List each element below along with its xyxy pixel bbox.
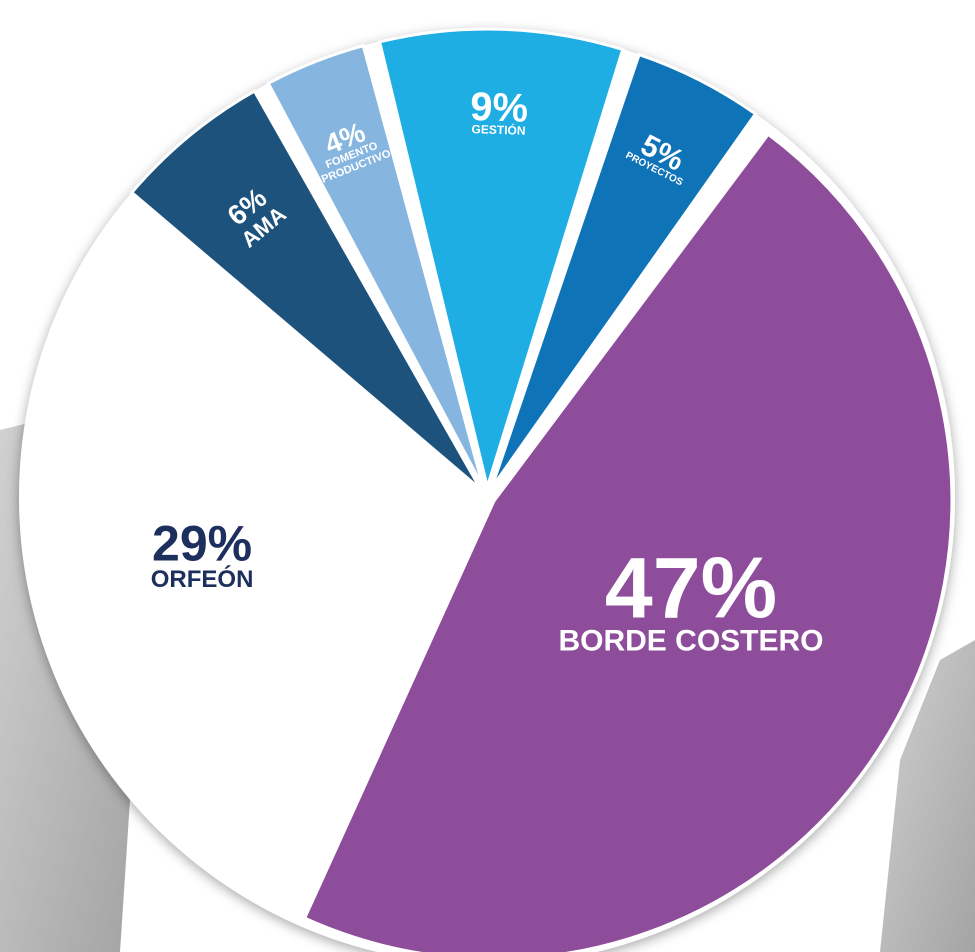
slice-name-borde-costero: BORDE COSTERO bbox=[558, 625, 823, 658]
slice-percent-orfeon: 29% bbox=[152, 516, 252, 572]
slice-percent-borde-costero: 47% bbox=[605, 541, 777, 637]
slice-label-orfeon: 29%ORFEÓN bbox=[151, 516, 254, 593]
pie-slice-proyectos bbox=[490, 52, 758, 489]
pie-slice-orfeon bbox=[19, 209, 482, 913]
slice-name-orfeon: ORFEÓN bbox=[151, 565, 254, 593]
pie-slices bbox=[19, 27, 954, 952]
pie-slice-gestion bbox=[377, 27, 625, 493]
slice-label-gestion: 9%GESTIÓN bbox=[470, 85, 529, 138]
slice-percent-gestion: 9% bbox=[470, 85, 529, 131]
background-rock-right bbox=[880, 640, 975, 952]
slice-name-gestion: GESTIÓN bbox=[471, 121, 525, 138]
pie-slice-ama bbox=[129, 89, 482, 491]
slice-label-borde-costero: 47%BORDE COSTERO bbox=[558, 541, 823, 658]
pie-slice-borde-costero bbox=[302, 132, 954, 952]
pie-labels: 47%BORDE COSTERO29%ORFEÓN6%AMA4%FOMENTOP… bbox=[151, 85, 824, 658]
pie-slice-fomento-productivo bbox=[266, 43, 485, 489]
